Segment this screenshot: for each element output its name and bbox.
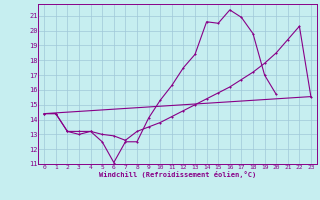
X-axis label: Windchill (Refroidissement éolien,°C): Windchill (Refroidissement éolien,°C) xyxy=(99,171,256,178)
